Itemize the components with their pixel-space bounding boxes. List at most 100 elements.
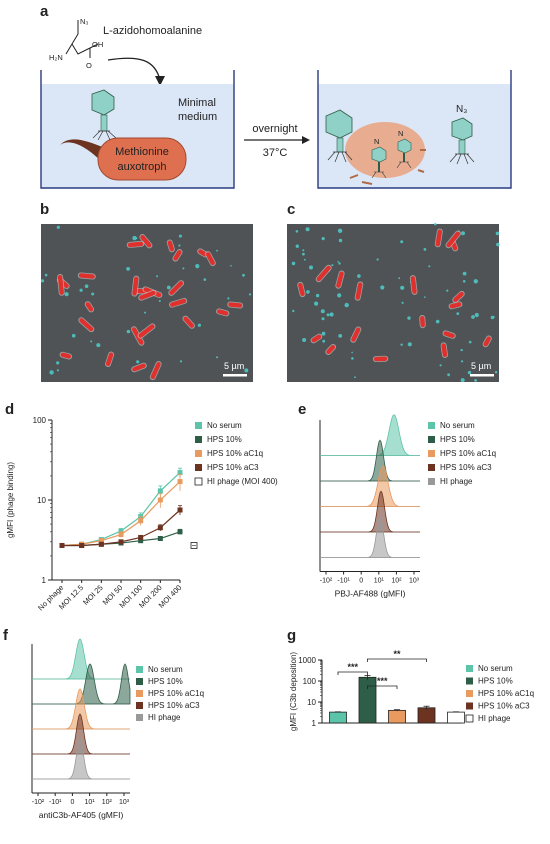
histogram-0 [32,638,130,680]
histogram-2 [320,465,420,507]
fluorescent-dot [456,312,460,315]
fluorescent-dot [435,319,440,324]
micrograph-b [41,224,253,382]
bacterium-body [326,344,336,355]
fluorescent-dot [461,360,464,363]
bacterium-body [316,265,331,282]
chart-f: -10² -10¹ 0 10¹ 10² 10³ antiC3b-AF405 (gMFI) [31,638,131,820]
fluorescent-dot [473,279,478,284]
fluorescent-dot [326,313,330,317]
legend-label: HPS 10% aC3 [440,463,492,472]
fluorescent-dot [126,329,131,334]
legend-label: HPS 10% [440,435,475,444]
scalebar-c-label: 5 µm [471,361,491,371]
x-tick-label: 10³ [409,578,420,585]
bacterium-body [443,331,455,338]
bacterium-body [60,352,72,359]
bacterium [442,330,456,339]
histogram-1 [320,439,420,482]
bacterium [419,315,426,329]
fluorescent-dot [474,312,479,318]
significance-bracket [367,658,427,662]
fluorescent-dot [407,316,411,320]
significance-bracket [367,685,398,689]
histogram-4 [320,515,420,558]
data-point [177,507,183,513]
y-tick-label: 10 [37,496,46,505]
fluorescent-dot [376,258,379,261]
fluorescent-dot [178,234,182,238]
fluorescent-dot [44,273,48,277]
legend-label: No serum [148,665,183,674]
legend-label: No serum [440,421,475,430]
bar [447,711,465,724]
legend-swatch [466,677,473,685]
oh-label: OH [92,40,103,49]
fluorescent-dot [179,360,183,363]
fluorescent-dot [380,285,385,290]
fluorescent-dot [126,267,130,271]
fluorescent-dot [329,312,334,317]
bacterium-body [139,290,156,300]
fluorescent-dot [351,357,354,360]
fluorescent-dot [337,293,342,298]
bacterium [409,275,418,295]
fluorescent-dot [493,316,495,318]
fluorescent-dot [84,284,89,289]
fluorescent-dot [321,331,326,336]
fluorescent-dot [400,285,405,290]
fluorescent-dot [407,342,412,347]
fluorescent-dot [400,240,404,244]
scalebar-c [470,374,494,377]
legend-swatch [136,666,143,673]
y-tick-label: 1000 [298,656,316,665]
y-tick-label: 1 [312,719,317,728]
data-point [98,541,104,547]
panel-f-letter: f [3,627,9,644]
fluorescent-dot [337,260,340,263]
fluorescent-dot [166,285,171,290]
y-axis-label: gMFI (phage binding) [6,462,15,538]
legend-swatch [136,702,143,709]
legend-label: HPS 10% [207,435,242,444]
fluorescent-dot [216,249,219,252]
fluorescent-dot [96,343,101,348]
fluorescent-dot [462,271,467,276]
bacterium-body [336,271,344,288]
data-point [177,470,183,476]
legend-label: HI phage [440,477,473,486]
legend-swatch [428,464,435,471]
bacterium [434,228,443,248]
fluorescent-dot [314,301,319,306]
legend-label: HPS 10% [148,677,183,686]
fluorescent-dot [474,379,477,382]
arrow-label-1: overnight [252,123,297,135]
fluorescent-dot [304,258,306,261]
panel-g-letter: g [287,627,296,644]
fluorescent-dot [424,296,426,298]
legend-label: HPS 10% [478,677,513,686]
fluorescent-dot [460,378,465,383]
bacterium-body [205,252,215,266]
bacterium-body [453,291,464,302]
fluorescent-dot [496,242,500,247]
azide-label: N [398,129,403,138]
bacterium-body [449,302,462,309]
fluorescent-dot [315,293,320,298]
bacterium [182,315,195,329]
bacterium-body [420,316,425,328]
legend-label: HPS 10% aC3 [148,701,200,710]
fluorescent-dot [434,222,437,226]
data-point [177,479,183,485]
histogram-3 [320,490,420,533]
bacterium-body [140,234,152,248]
fluorescent-dot [295,244,299,248]
legend-e: No serum HPS 10% HPS 10% aC1q HPS 10% aC3 HI… [428,421,496,486]
bacterium [310,333,323,344]
bacterium [126,240,145,248]
bacterium-body [483,336,491,347]
bacterium [105,351,115,368]
fluorescent-dot [471,315,475,319]
histogram-2 [32,688,130,730]
